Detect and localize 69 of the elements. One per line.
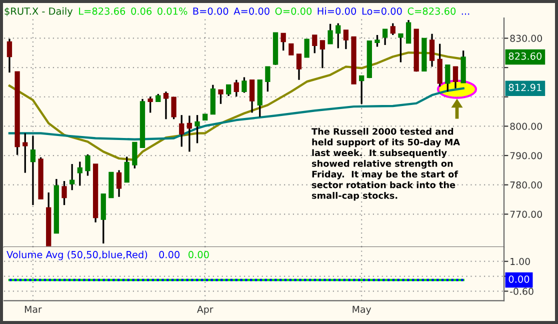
- candlestick: [186, 114, 192, 153]
- candlestick: [374, 34, 380, 48]
- candlestick: [242, 76, 247, 94]
- text: Hi=0.00: [318, 7, 356, 15]
- text: C=823.60: [408, 7, 456, 15]
- candlestick: [390, 22, 396, 36]
- candlestick: [163, 90, 169, 120]
- annotation: 0.00: [188, 250, 209, 258]
- candlestick: [62, 180, 67, 206]
- x-tick-label: May: [352, 306, 372, 315]
- x-tick-label: Apr: [197, 306, 214, 315]
- candlestick: [116, 169, 122, 198]
- candlestick: [359, 74, 364, 105]
- candlestick: [280, 32, 286, 52]
- candlestick: [226, 84, 232, 97]
- candlestick: [249, 79, 255, 114]
- candlestick: [179, 114, 184, 148]
- candlestick: [218, 89, 224, 105]
- annotation: The Russell 2000 tested and held support of its 50-day MA last week. It subsequently showed relative strength on Friday. It may be the start of sector rotation back into the small-cap stocks.: [312, 128, 460, 201]
- x-tick-label: Mar: [24, 306, 42, 313]
- y-tick-label: 790.00: [510, 152, 542, 160]
- candlestick: [132, 141, 138, 170]
- candlestick: [124, 156, 130, 184]
- text: 812.91: [508, 84, 542, 92]
- candlestick: [445, 64, 450, 92]
- candlestick: [336, 22, 341, 50]
- candlestick: [296, 53, 302, 81]
- text: 0.01%: [158, 7, 188, 15]
- candlestick: [328, 23, 333, 45]
- text: ...: [462, 13, 470, 15]
- chart-title: $RUT.X - Daily: [4, 7, 73, 17]
- text: 0.06: [131, 7, 152, 15]
- candlestick: [234, 79, 239, 98]
- candlestick: [171, 96, 176, 120]
- y-tick-label: 770.00: [510, 210, 542, 218]
- line-series: [8, 87, 464, 140]
- candlestick: [22, 132, 28, 174]
- candlestick: [70, 163, 75, 191]
- candlestick: [304, 38, 310, 58]
- candlestick: [77, 160, 82, 187]
- candlestick: [406, 19, 412, 44]
- text: A=0.00: [234, 7, 270, 15]
- text: 0.00: [508, 275, 530, 283]
- candlestick: [343, 29, 349, 50]
- y-tick-label: -0.60: [510, 288, 534, 295]
- candlestick: [429, 33, 435, 68]
- candlestick: [265, 66, 270, 92]
- candlestick: [320, 40, 326, 69]
- text: 823.60: [508, 52, 542, 60]
- annotation: 0.00: [159, 250, 180, 258]
- candlestick: [30, 135, 36, 206]
- candlestick: [194, 114, 200, 144]
- candlestick: [85, 154, 90, 177]
- text: L=823.66: [79, 7, 126, 15]
- chart-title: Volume Avg (50,50,blue,Red): [6, 250, 148, 260]
- y-tick-label: 1.00: [510, 258, 530, 266]
- candlestick: [382, 28, 388, 46]
- text: Lo=0.00: [362, 7, 402, 15]
- candlestick: [312, 34, 318, 54]
- text: B=0.00: [193, 7, 228, 15]
- candlestick: [6, 38, 12, 74]
- y-tick-label: 830.00: [510, 34, 542, 42]
- candlestick: [288, 43, 294, 56]
- y-tick-label: 780.00: [510, 181, 542, 189]
- candlestick: [398, 33, 404, 64]
- candlestick: [148, 96, 153, 114]
- text: O=0.00: [275, 7, 312, 15]
- y-tick-label: 800.00: [510, 122, 542, 130]
- candlestick: [452, 66, 458, 90]
